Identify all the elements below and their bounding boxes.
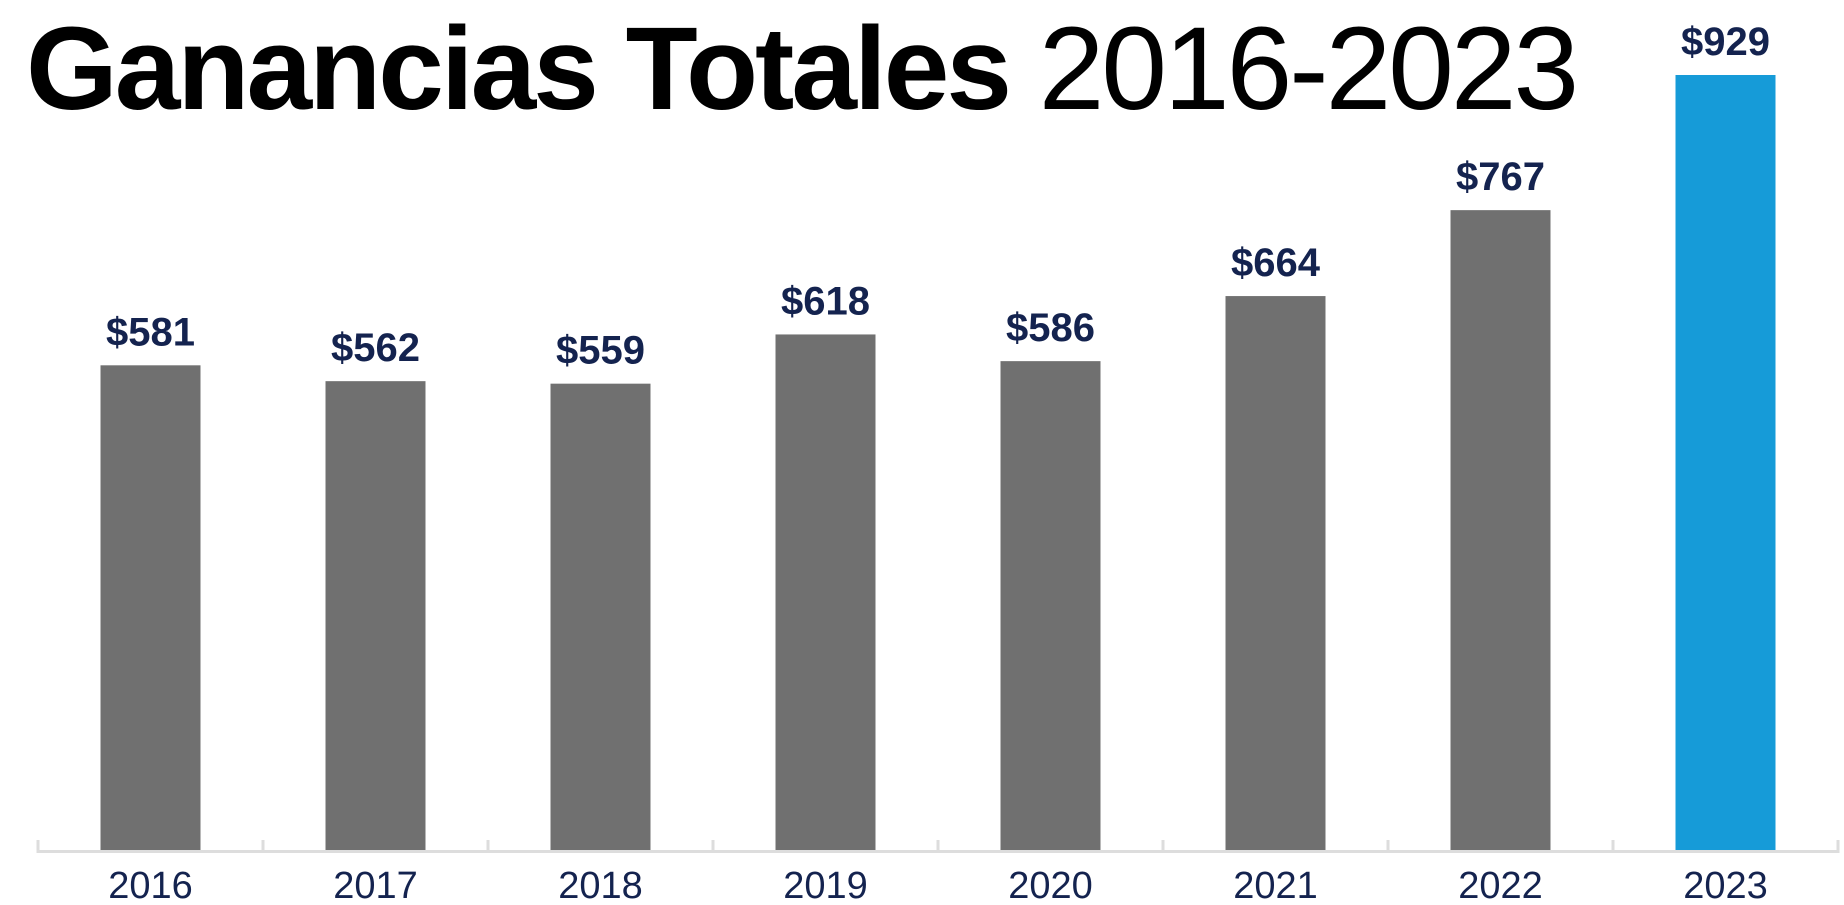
value-label-2017: $562 [331, 326, 420, 370]
bar-2022 [1450, 210, 1551, 850]
bar-2023 [1675, 75, 1776, 850]
bar-2017 [325, 381, 426, 850]
tick-label-2016: 2016 [108, 865, 193, 905]
tick-label-2021: 2021 [1233, 865, 1318, 905]
chart-title: Ganancias Totales 2016-2023 [26, 10, 1579, 128]
bar-2021 [1225, 296, 1326, 850]
value-label-2018: $559 [556, 329, 645, 373]
value-labels-group: $581 $562 $559 $618 $586 $664 $767 $929 [106, 20, 1770, 373]
value-label-2021: $664 [1231, 241, 1321, 285]
value-label-2016: $581 [106, 310, 195, 354]
value-label-2020: $586 [1006, 306, 1095, 350]
tick-label-2018: 2018 [558, 865, 643, 905]
chart-title-years: 2016-2023 [1038, 3, 1579, 135]
bar-2020 [1000, 361, 1101, 850]
chart-title-main: Ganancias Totales [26, 3, 1012, 135]
tick-labels-group: 2016 2017 2018 2019 2020 2021 2022 2023 [108, 865, 1768, 905]
value-label-2019: $618 [781, 279, 870, 323]
bars-group [100, 75, 1776, 850]
value-label-2022: $767 [1456, 155, 1545, 199]
value-label-2023: $929 [1681, 20, 1770, 64]
bar-2018 [550, 383, 651, 850]
tick-label-2022: 2022 [1458, 865, 1543, 905]
tick-label-2023: 2023 [1683, 865, 1768, 905]
tick-label-2017: 2017 [333, 865, 418, 905]
bar-2019 [775, 334, 876, 850]
x-axis [36, 840, 1840, 853]
tick-label-2019: 2019 [783, 865, 868, 905]
bar-2016 [100, 365, 201, 850]
tick-label-2020: 2020 [1008, 865, 1093, 905]
